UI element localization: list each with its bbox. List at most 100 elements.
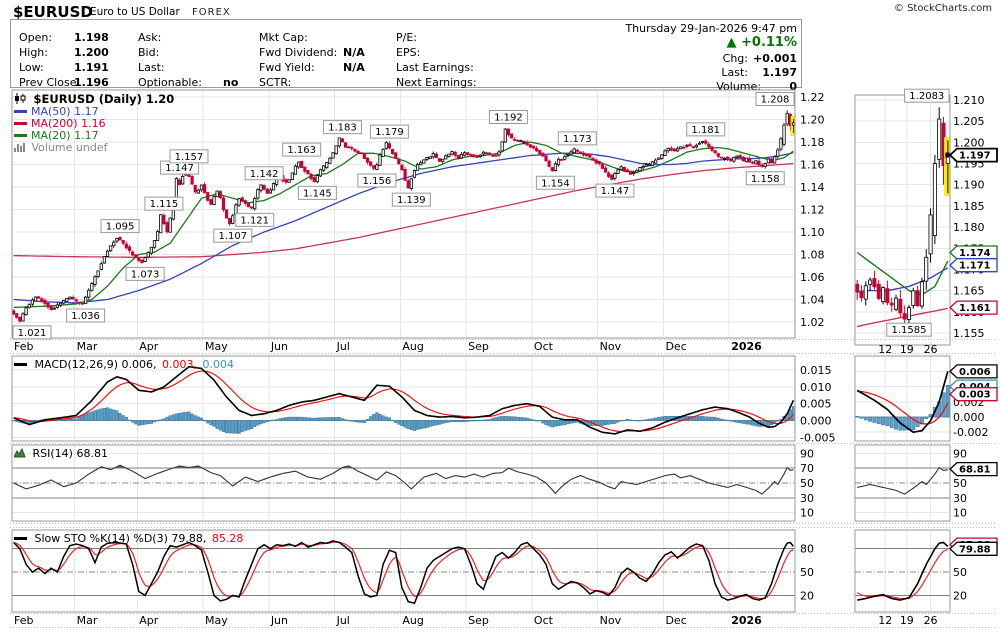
svg-text:0.003: 0.003 [959, 390, 991, 401]
svg-text:50: 50 [953, 477, 967, 490]
legend-volume: Volume undef [14, 142, 107, 155]
svg-text:1.16: 1.16 [800, 159, 825, 172]
sto-lines [13, 540, 794, 605]
rsi-overbought-fill [13, 465, 794, 469]
chg-value: +0.001 [752, 52, 797, 65]
svg-text:10: 10 [800, 507, 814, 520]
svg-text:12: 12 [878, 614, 892, 627]
legend-macd: MACD(12,26,9) 0.006, 0.003, 0.004 [14, 359, 234, 371]
svg-text:1.165: 1.165 [953, 285, 985, 298]
optionable-value: no [223, 76, 239, 89]
svg-text:May: May [205, 340, 228, 353]
svg-text:Jul: Jul [336, 340, 350, 353]
macd-line-swatch [14, 363, 27, 366]
mktcap-label: Mkt Cap: [259, 31, 308, 44]
candlestick-icon [14, 93, 27, 107]
svg-text:Dec: Dec [665, 340, 686, 353]
svg-text:1.12: 1.12 [800, 204, 825, 217]
svg-text:1.163: 1.163 [287, 145, 316, 156]
pct-change: ▲ +0.11% [726, 35, 797, 50]
inset-rsi-fill [857, 467, 948, 469]
svg-text:50: 50 [800, 477, 814, 490]
svg-text:Mar: Mar [77, 340, 98, 353]
svg-text:20: 20 [953, 589, 967, 602]
svg-text:1.115: 1.115 [150, 199, 179, 210]
low-label: Low: [19, 61, 44, 74]
svg-text:0.015: 0.015 [800, 364, 832, 377]
svg-text:1.08: 1.08 [800, 249, 825, 262]
svg-text:0.010: 0.010 [800, 381, 832, 394]
panel-frames [11, 89, 951, 613]
svg-text:Oct: Oct [534, 340, 554, 353]
svg-text:50: 50 [953, 566, 967, 579]
value-tags: 1.1741.1711.1611.1970.0040.0030.00668.81… [948, 147, 998, 556]
exchange-label: FOREX [192, 7, 231, 18]
quote-box: Open: 1.198 High: 1.200 Low: 1.191 Prev … [10, 19, 802, 93]
svg-text:1.181: 1.181 [691, 125, 720, 136]
symbol-title: $EURUSD [13, 3, 93, 21]
open-value: 1.198 [74, 31, 109, 44]
macd-histogram [12, 406, 795, 434]
high-label: High: [19, 46, 48, 59]
eps-label: EPS: [396, 46, 421, 59]
svg-text:1.173: 1.173 [563, 134, 592, 145]
legend-ma20: MA(20) 1.17 [14, 130, 99, 142]
prev-close-value: 1.196 [74, 76, 109, 89]
svg-text:Mar: Mar [77, 614, 98, 627]
main-candles [12, 110, 795, 324]
svg-text:1.174: 1.174 [959, 248, 991, 259]
svg-text:1.200: 1.200 [953, 136, 985, 149]
inset-macd-lines [856, 371, 949, 434]
up-arrow-icon: ▲ [726, 35, 741, 50]
svg-text:80: 80 [800, 543, 814, 556]
svg-text:-0.002: -0.002 [953, 426, 988, 439]
macd-lines [13, 365, 795, 435]
svg-text:1.18: 1.18 [800, 136, 825, 149]
svg-text:12: 12 [878, 343, 892, 356]
svg-text:-0.005: -0.005 [800, 431, 835, 444]
svg-text:1.1585: 1.1585 [891, 325, 926, 336]
svg-text:2026: 2026 [731, 340, 762, 353]
svg-text:0.000: 0.000 [800, 415, 832, 428]
svg-text:1.155: 1.155 [953, 327, 985, 340]
svg-text:1.157: 1.157 [175, 152, 204, 163]
ma200-line-swatch [14, 122, 27, 125]
ma50-line-swatch [14, 110, 27, 113]
svg-text:19: 19 [900, 343, 914, 356]
svg-text:Aug: Aug [402, 340, 423, 353]
svg-text:1.142: 1.142 [250, 169, 279, 180]
legend-ma50: MA(50) 1.17 [14, 106, 99, 118]
svg-text:1.073: 1.073 [131, 269, 160, 280]
svg-text:Jul: Jul [336, 614, 350, 627]
svg-text:May: May [205, 614, 228, 627]
svg-text:1.10: 1.10 [800, 226, 825, 239]
volume-value: 0 [789, 80, 797, 93]
inset-rsi-line [857, 466, 948, 495]
low-value: 1.191 [74, 61, 109, 74]
open-label: Open: [19, 31, 53, 44]
svg-text:1.14: 1.14 [800, 181, 825, 194]
legend-symbol: $EURUSD (Daily) 1.20 [14, 93, 174, 107]
legend-symbol-label: $EURUSD (Daily) 1.20 [33, 92, 175, 106]
fwd-yield-label: Fwd Yield: [259, 61, 315, 74]
svg-text:Aug: Aug [402, 614, 423, 627]
inset-candles [855, 107, 950, 328]
svg-text:1.192: 1.192 [494, 113, 523, 124]
last-label: Last: [721, 66, 748, 79]
svg-text:10: 10 [953, 507, 967, 520]
prev-close-label: Prev Close: [19, 76, 81, 89]
svg-text:30: 30 [953, 492, 967, 505]
svg-text:Nov: Nov [600, 340, 622, 353]
svg-text:79.88: 79.88 [959, 544, 991, 555]
svg-text:Oct: Oct [534, 614, 554, 627]
svg-text:0.000: 0.000 [953, 411, 985, 424]
svg-text:Apr: Apr [139, 340, 159, 353]
svg-text:Feb: Feb [14, 340, 33, 353]
legend-rsi: RSI(14) 68.81 [13, 448, 108, 461]
fwd-dividend-label: Fwd Dividend: [259, 46, 338, 59]
svg-text:1.139: 1.139 [397, 195, 426, 206]
axis-labels: 1.22 1.20 1.18 1.16 1.14 1.12 1.10 1.08 1.06 1.04… [800, 91, 988, 602]
optionable-label: Optionable: [138, 76, 202, 89]
